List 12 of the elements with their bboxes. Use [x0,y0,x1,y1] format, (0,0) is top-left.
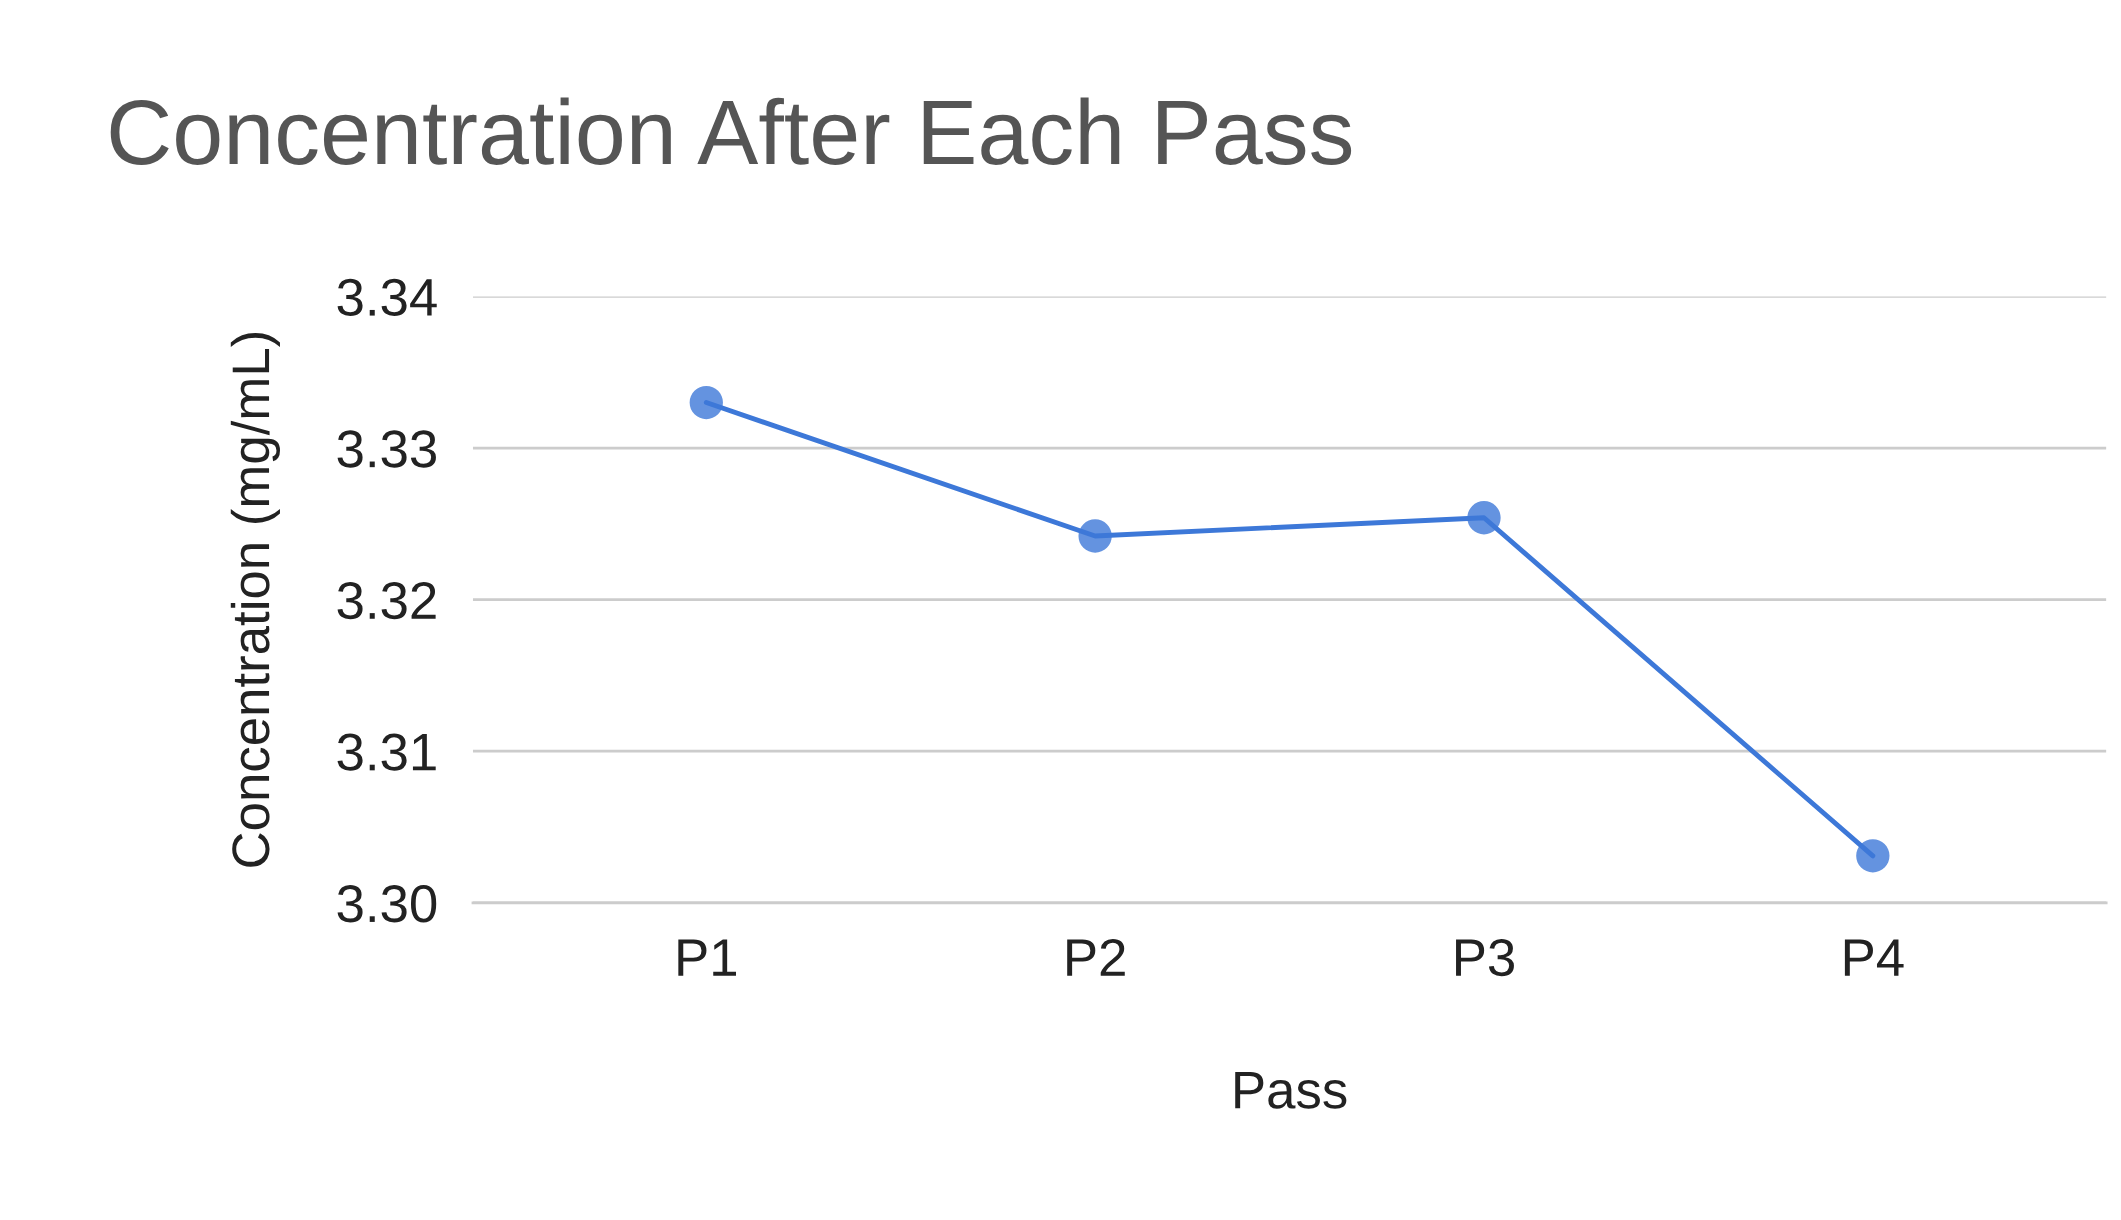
y-tick-label: 3.32 [337,581,436,620]
y-axis-title: Concentration (mg/mL) [230,333,280,867]
chart-title: Concentration After Each Pass [110,97,1352,165]
y-tick-label: 3.31 [337,733,436,771]
y-tick-label: 3.33 [337,430,436,468]
x-tick-label: P2 [1067,938,1125,976]
x-tick-label: P3 [1456,938,1514,977]
x-tick-label: P1 [678,939,736,976]
y-tick-label: 3.30 [337,885,437,923]
x-axis-title: Pass [1235,1071,1347,1109]
y-tick-label: 3.34 [337,278,437,317]
x-tick-label: P4 [1844,939,1904,976]
